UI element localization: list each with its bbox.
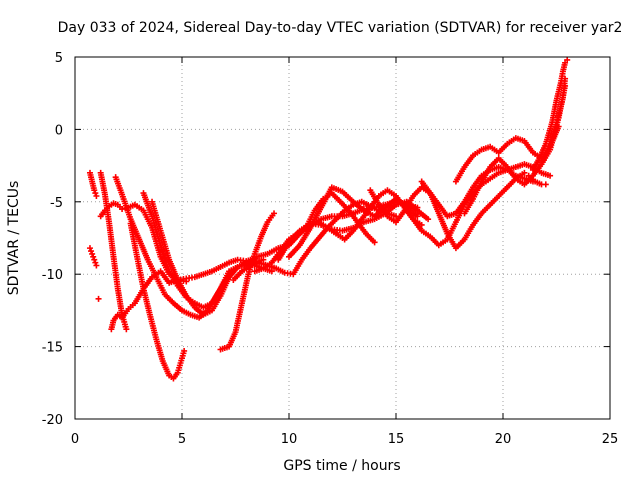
x-tick-label: 5 xyxy=(178,432,186,447)
x-axis-label: GPS time / hours xyxy=(283,458,400,474)
data-point xyxy=(562,75,569,82)
data-point xyxy=(271,210,278,217)
y-tick-label: -5 xyxy=(50,196,63,211)
data-point xyxy=(521,169,528,176)
data-point xyxy=(93,262,100,269)
data-point xyxy=(564,56,571,63)
data-point xyxy=(371,239,378,246)
y-tick-label: -20 xyxy=(42,413,63,428)
data-point xyxy=(88,248,95,255)
x-tick-label: 10 xyxy=(281,432,298,447)
data-point xyxy=(93,193,100,200)
data-point xyxy=(92,259,99,266)
data-point xyxy=(123,326,130,333)
x-tick-label: 25 xyxy=(602,432,619,447)
data-point xyxy=(91,187,98,194)
y-tick-label: -15 xyxy=(42,341,63,356)
y-tick-label: -10 xyxy=(42,268,63,283)
x-tick-label: 0 xyxy=(71,432,79,447)
x-tick-label: 20 xyxy=(495,432,512,447)
y-axis-label: SDTVAR / TECUs xyxy=(6,181,22,296)
data-points xyxy=(86,56,571,382)
data-point xyxy=(89,250,96,257)
data-point xyxy=(547,172,554,179)
data-point xyxy=(181,347,188,354)
data-point xyxy=(95,295,102,302)
data-point xyxy=(542,181,549,188)
data-point xyxy=(86,245,93,252)
plot-frame xyxy=(74,56,611,420)
chart-title: Day 033 of 2024, Sidereal Day-to-day VTE… xyxy=(58,20,623,36)
data-point xyxy=(414,213,421,220)
y-tick-label: 5 xyxy=(55,51,63,66)
tick-labels: 0 5 10 15 20 25 -20 -15 -10 -5 0 5 xyxy=(42,51,619,447)
data-point xyxy=(425,216,432,223)
y-tick-label: 0 xyxy=(55,123,63,138)
data-point xyxy=(90,253,97,260)
data-point xyxy=(91,256,98,263)
data-point xyxy=(92,190,99,197)
x-tick-label: 15 xyxy=(388,432,405,447)
